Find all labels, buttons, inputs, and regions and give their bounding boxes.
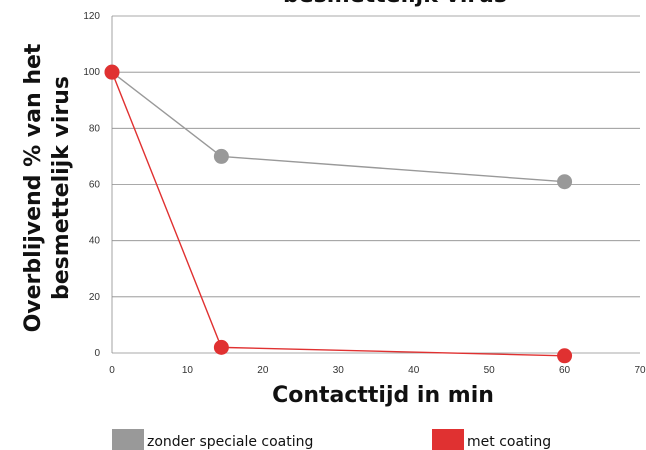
y-tick-label: 20: [89, 292, 101, 303]
x-tick-label: 0: [109, 365, 115, 376]
y-axis-title-line-2: besmettelijk virus: [49, 76, 74, 300]
x-tick-label: 30: [333, 365, 345, 376]
y-tick-label: 120: [83, 11, 100, 22]
chart-title: besmettelijk virus: [283, 0, 507, 8]
y-tick-label: 60: [89, 180, 101, 191]
tick-labels: 0 20 40 60 80 100 120 0 10 20 30 40 50 60 70: [83, 11, 646, 376]
x-tick-label: 10: [182, 365, 194, 376]
x-tick-label: 60: [559, 365, 571, 376]
data-point: [213, 148, 229, 164]
legend-swatch-grey: [112, 429, 144, 450]
legend: zonder speciale coating met coating: [112, 429, 551, 450]
data-point: [213, 339, 229, 355]
y-axis-title-line-1: Overblijvend % van het: [21, 43, 46, 332]
x-axis-title: Contacttijd in min: [272, 383, 494, 408]
y-tick-label: 40: [89, 236, 101, 247]
data-point: [104, 64, 120, 80]
y-tick-label: 0: [94, 348, 100, 359]
series-lines: [104, 64, 573, 364]
y-tick-label: 100: [83, 67, 100, 78]
data-point: [557, 174, 573, 190]
legend-label-grey: zonder speciale coating: [147, 434, 313, 450]
x-tick-label: 40: [408, 365, 420, 376]
y-tick-label: 80: [89, 123, 101, 134]
y-axis-title: Overblijvend % van het besmettelijk viru…: [21, 43, 74, 332]
x-tick-label: 50: [484, 365, 496, 376]
x-tick-label: 20: [257, 365, 269, 376]
data-point: [557, 348, 573, 364]
series-line: [111, 71, 565, 183]
x-tick-label: 70: [634, 365, 646, 376]
legend-label-red: met coating: [467, 434, 551, 450]
grid-lines: [112, 15, 640, 298]
legend-swatch-red: [432, 429, 464, 450]
series-line: [111, 71, 565, 357]
